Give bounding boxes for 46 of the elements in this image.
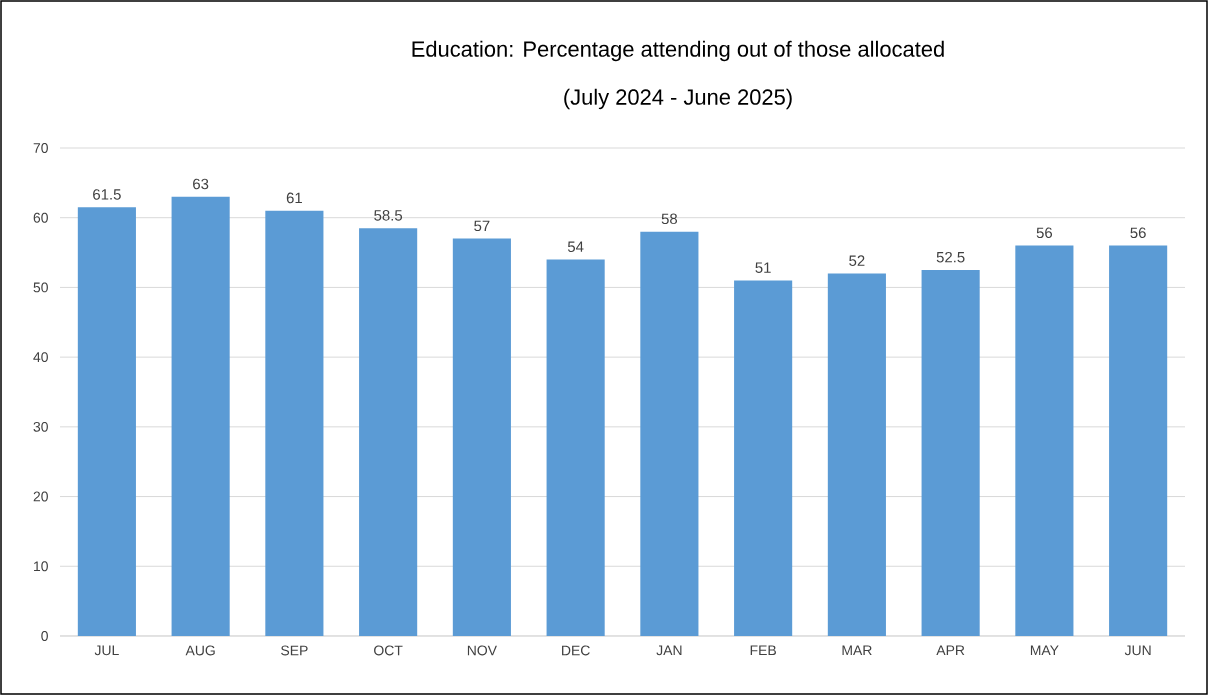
bar bbox=[827, 273, 886, 636]
x-tick-label: OCT bbox=[374, 645, 403, 656]
x-tick-label: AUG bbox=[185, 645, 215, 656]
data-label: 58.5 bbox=[374, 210, 403, 221]
bar bbox=[1109, 245, 1168, 636]
data-label: 51 bbox=[755, 262, 771, 273]
x-tick-label: SEP bbox=[281, 645, 308, 656]
y-tick-label: 60 bbox=[33, 212, 48, 223]
x-tick-label: FEB bbox=[750, 645, 776, 656]
bar bbox=[546, 259, 605, 636]
data-label: 61 bbox=[286, 192, 302, 204]
x-tick-label: JUL bbox=[94, 645, 119, 656]
bar bbox=[265, 210, 324, 636]
x-tick-label: JAN bbox=[656, 645, 682, 656]
data-label: 52.5 bbox=[936, 251, 965, 263]
y-tick-label: 0 bbox=[41, 631, 48, 641]
x-tick-label: JUN bbox=[1124, 645, 1151, 656]
bar bbox=[1015, 245, 1074, 636]
x-tick-label: DEC bbox=[562, 645, 590, 656]
bar bbox=[921, 269, 980, 636]
y-tick-label: 30 bbox=[33, 421, 48, 432]
data-label: 52 bbox=[849, 255, 865, 266]
x-tick-label: NOV bbox=[467, 645, 497, 656]
bar bbox=[359, 228, 418, 636]
chart-subtitle: (July 2024 - June 2025) bbox=[564, 88, 792, 110]
y-tick-label: 50 bbox=[33, 282, 48, 293]
data-label: 63 bbox=[193, 178, 209, 190]
x-tick-label: APR bbox=[936, 645, 965, 656]
y-tick-label: 70 bbox=[33, 143, 48, 153]
bar bbox=[171, 196, 230, 636]
bar bbox=[734, 280, 793, 636]
data-label: 57 bbox=[474, 220, 490, 232]
y-tick-label: 10 bbox=[34, 561, 48, 572]
x-tick-label: MAR bbox=[842, 645, 872, 656]
y-tick-label: 40 bbox=[33, 352, 48, 363]
bar bbox=[77, 207, 136, 636]
x-tick-label: MAY bbox=[1030, 645, 1059, 656]
y-tick-label: 20 bbox=[33, 491, 48, 502]
data-label: 56 bbox=[1130, 227, 1146, 239]
chart-title: Education: Percentage attending out of those allocated bbox=[412, 40, 944, 62]
data-label: 56 bbox=[1036, 227, 1053, 239]
data-label: 58 bbox=[661, 213, 678, 225]
data-label: 54 bbox=[567, 241, 584, 252]
bar bbox=[452, 238, 511, 636]
data-label: 61.5 bbox=[93, 189, 121, 200]
bar bbox=[640, 231, 699, 636]
